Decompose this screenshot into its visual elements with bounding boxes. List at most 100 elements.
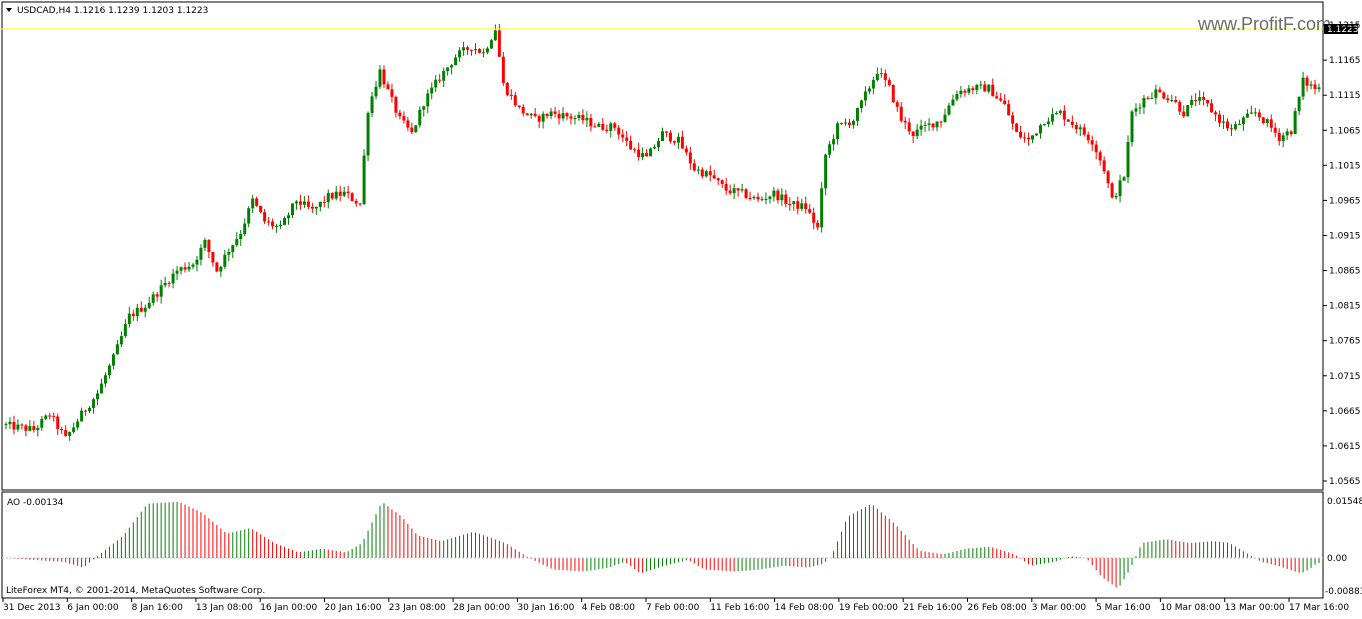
candle <box>541 111 545 129</box>
candle <box>438 74 442 84</box>
candle-body <box>832 139 836 145</box>
candle <box>1245 109 1249 119</box>
candle-body <box>92 399 96 408</box>
candle-body <box>485 48 489 53</box>
candle-body <box>768 196 772 199</box>
candle <box>1257 109 1261 121</box>
candle <box>867 86 871 95</box>
candle-body <box>378 69 382 87</box>
candle-body <box>1265 119 1269 124</box>
candle <box>80 407 84 422</box>
candle <box>553 106 557 118</box>
candle <box>1233 121 1237 131</box>
candle <box>995 91 999 99</box>
candle-body <box>824 154 828 189</box>
candle <box>111 352 115 370</box>
candle <box>1035 133 1039 137</box>
candle-body <box>8 421 12 425</box>
candle-body <box>294 201 298 204</box>
candle <box>1265 117 1269 128</box>
candle <box>895 100 899 112</box>
candle-body <box>1293 111 1297 135</box>
candle <box>88 405 92 414</box>
candle-body <box>991 84 995 97</box>
candle-body <box>625 137 629 141</box>
price-tick-label: 1.0565 <box>1329 477 1361 487</box>
candle-body <box>211 252 215 263</box>
candle <box>60 426 64 434</box>
time-tick-label: 17 Mar 16:00 <box>1289 603 1349 613</box>
candle-body <box>828 144 832 155</box>
candle <box>1015 122 1019 133</box>
candle-body <box>605 129 609 131</box>
candle-body <box>1086 134 1090 141</box>
candle <box>545 113 549 119</box>
candle <box>561 107 565 121</box>
candle-body <box>521 106 525 114</box>
candle <box>374 81 378 100</box>
candle <box>824 153 828 196</box>
candle <box>1031 135 1035 144</box>
candle-body <box>545 113 549 117</box>
candle <box>573 115 577 125</box>
candle <box>1229 124 1233 137</box>
candle-body <box>422 106 426 110</box>
candle-body <box>406 120 410 128</box>
candle <box>1070 115 1074 129</box>
candle <box>1134 103 1138 117</box>
candle <box>609 121 613 138</box>
candle-body <box>577 114 581 119</box>
candle <box>294 200 298 210</box>
candle-body <box>302 201 306 205</box>
candle-body <box>1142 98 1146 108</box>
time-tick-label: 13 Mar 00:00 <box>1225 603 1285 613</box>
candle-body <box>147 302 151 308</box>
candle <box>915 124 919 139</box>
candle-body <box>609 123 613 131</box>
time-tick-label: 8 Jan 16:00 <box>132 603 184 613</box>
candle <box>772 187 776 202</box>
candle-body <box>1194 100 1198 102</box>
candle-body <box>314 206 318 209</box>
candle <box>271 218 275 230</box>
candle-body <box>52 415 56 417</box>
candle <box>704 169 708 178</box>
time-tick-label: 5 Mar 16:00 <box>1096 603 1151 613</box>
candle-body <box>4 424 8 426</box>
candle <box>684 145 688 156</box>
candle <box>223 249 227 270</box>
candle <box>418 106 422 128</box>
candle <box>1114 192 1118 200</box>
candle-body <box>804 203 808 210</box>
price-tick-label: 1.1115 <box>1329 91 1361 101</box>
candle-body <box>617 127 621 135</box>
candle-body <box>1285 131 1289 136</box>
candle-body <box>493 30 497 41</box>
candle <box>581 109 585 125</box>
price-tick-label: 1.0815 <box>1329 302 1361 312</box>
candle-body <box>1035 133 1039 136</box>
candle <box>1194 93 1198 107</box>
candle-body <box>143 307 147 312</box>
candle <box>203 237 207 252</box>
candle <box>1313 79 1317 95</box>
time-tick-label: 28 Jan 00:00 <box>453 603 510 613</box>
candle-body <box>1110 183 1114 198</box>
candle-body <box>310 206 314 209</box>
candle-body <box>1170 100 1174 102</box>
candle <box>52 412 56 422</box>
dropdown-icon[interactable] <box>6 8 12 12</box>
candle <box>859 99 863 113</box>
candle <box>191 262 195 270</box>
candle <box>127 306 131 328</box>
candle <box>529 113 533 119</box>
candle-body <box>1222 121 1226 123</box>
candle <box>470 49 474 56</box>
candle-body <box>247 208 251 224</box>
candle <box>1046 117 1050 127</box>
candle <box>577 111 581 121</box>
price-tick-label: 1.0615 <box>1329 442 1361 452</box>
candle-body <box>1249 112 1253 114</box>
